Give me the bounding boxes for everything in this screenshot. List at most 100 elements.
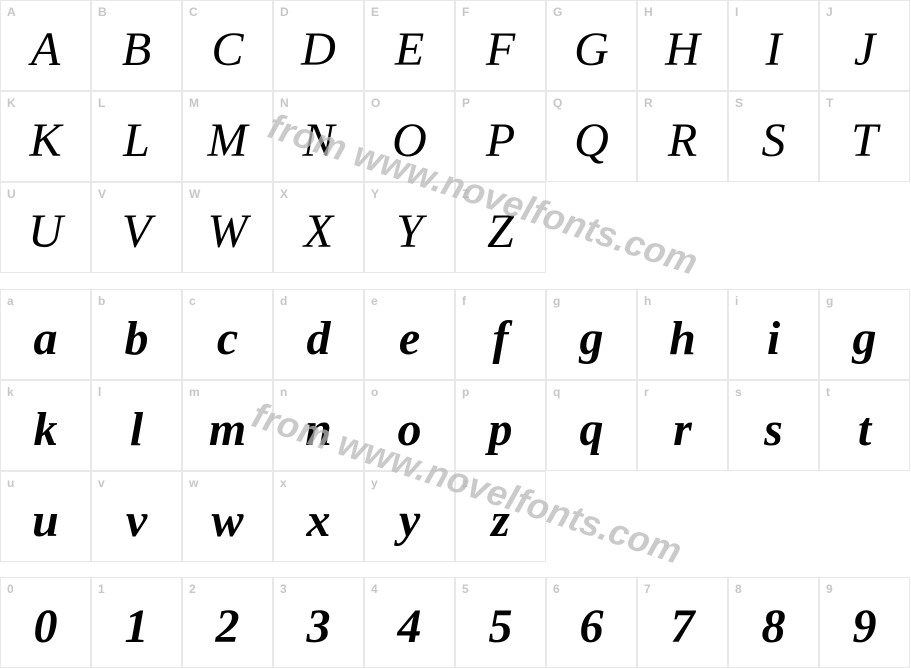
cell-label: l: [98, 385, 101, 399]
cell-glyph: i: [767, 314, 780, 362]
cell-label: G: [553, 5, 562, 19]
cell-label: c: [189, 294, 196, 308]
glyph-row: uuvvwwxxyyzz: [0, 471, 546, 562]
cell-glyph: P: [486, 116, 515, 164]
cell-glyph: 0: [34, 602, 58, 650]
glyph-cell: GG: [546, 0, 637, 91]
cell-glyph: f: [493, 314, 509, 362]
glyph-cell: PP: [455, 91, 546, 182]
cell-glyph: y: [399, 496, 420, 544]
glyph-cell: bb: [91, 289, 182, 380]
cell-label: e: [371, 294, 378, 308]
cell-label: 5: [462, 582, 469, 596]
cell-glyph: w: [211, 496, 243, 544]
cell-glyph: X: [304, 207, 333, 255]
glyph-cell: 11: [91, 577, 182, 668]
cell-glyph: m: [209, 405, 246, 453]
cell-label: x: [280, 476, 287, 490]
cell-label: s: [735, 385, 742, 399]
cell-glyph: 2: [216, 602, 240, 650]
cell-label: I: [735, 5, 738, 19]
glyph-cell: 55: [455, 577, 546, 668]
cell-glyph: e: [399, 314, 420, 362]
cell-label: R: [644, 96, 653, 110]
glyph-cell: cc: [182, 289, 273, 380]
cell-glyph: S: [762, 116, 786, 164]
glyph-cell: AA: [0, 0, 91, 91]
glyph-cell: xx: [273, 471, 364, 562]
glyph-cell: MM: [182, 91, 273, 182]
glyph-cell: VV: [91, 182, 182, 273]
cell-glyph: Q: [574, 116, 609, 164]
cell-label: f: [462, 294, 466, 308]
glyph-cell: BB: [91, 0, 182, 91]
cell-glyph: J: [854, 25, 875, 73]
cell-label: o: [371, 385, 378, 399]
cell-label: t: [826, 385, 830, 399]
cell-label: a: [7, 294, 14, 308]
glyph-cell: aa: [0, 289, 91, 380]
cell-label: k: [7, 385, 14, 399]
cell-glyph: Y: [396, 207, 423, 255]
cell-label: Q: [553, 96, 562, 110]
cell-label: V: [98, 187, 106, 201]
glyph-cell: KK: [0, 91, 91, 182]
cell-glyph: 9: [853, 602, 877, 650]
glyph-cell: 66: [546, 577, 637, 668]
cell-label: U: [7, 187, 16, 201]
cell-glyph: d: [307, 314, 331, 362]
cell-label: N: [280, 96, 289, 110]
glyph-cell: UU: [0, 182, 91, 273]
cell-glyph: H: [665, 25, 700, 73]
cell-glyph: z: [491, 496, 510, 544]
cell-glyph: t: [858, 405, 871, 453]
glyph-cell: JJ: [819, 0, 910, 91]
cell-glyph: p: [489, 405, 513, 453]
glyph-cell: yy: [364, 471, 455, 562]
cell-glyph: s: [764, 405, 783, 453]
glyph-cell: qq: [546, 380, 637, 471]
cell-glyph: g: [853, 314, 877, 362]
cell-label: Y: [371, 187, 379, 201]
cell-label: H: [644, 5, 653, 19]
cell-glyph: c: [217, 314, 238, 362]
glyph-cell: XX: [273, 182, 364, 273]
glyph-cell: gg: [819, 289, 910, 380]
glyph-cell: ss: [728, 380, 819, 471]
cell-glyph: E: [395, 25, 424, 73]
cell-glyph: 3: [307, 602, 331, 650]
cell-label: L: [98, 96, 105, 110]
cell-label: O: [371, 96, 380, 110]
cell-glyph: B: [122, 25, 151, 73]
glyph-cell: 44: [364, 577, 455, 668]
glyph-cell: 22: [182, 577, 273, 668]
cell-label: Z: [462, 187, 469, 201]
cell-glyph: 5: [489, 602, 513, 650]
cell-glyph: T: [851, 116, 878, 164]
cell-label: B: [98, 5, 107, 19]
cell-label: F: [462, 5, 469, 19]
glyph-cell: HH: [637, 0, 728, 91]
glyph-cell: ee: [364, 289, 455, 380]
cell-glyph: D: [301, 25, 336, 73]
cell-label: b: [98, 294, 105, 308]
cell-glyph: O: [392, 116, 427, 164]
cell-glyph: N: [302, 116, 334, 164]
cell-label: T: [826, 96, 833, 110]
glyph-row: 00112233445566778899: [0, 577, 910, 668]
glyph-cell: gg: [546, 289, 637, 380]
glyph-cell: zz: [455, 471, 546, 562]
cell-glyph: G: [574, 25, 609, 73]
cell-glyph: v: [126, 496, 147, 544]
glyph-cell: WW: [182, 182, 273, 273]
cell-label: P: [462, 96, 470, 110]
cell-glyph: 7: [671, 602, 695, 650]
glyph-cell: 00: [0, 577, 91, 668]
cell-glyph: A: [31, 25, 60, 73]
cell-label: 4: [371, 582, 378, 596]
cell-label: v: [98, 476, 105, 490]
cell-label: 0: [7, 582, 14, 596]
cell-label: D: [280, 5, 289, 19]
glyph-cell: DD: [273, 0, 364, 91]
cell-label: X: [280, 187, 288, 201]
